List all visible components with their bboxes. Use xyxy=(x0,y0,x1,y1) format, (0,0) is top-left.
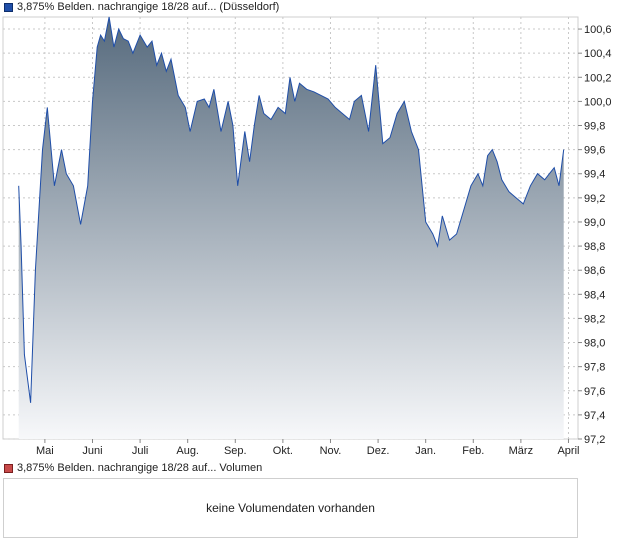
price-area xyxy=(18,17,564,439)
price-legend: 3,875% Belden. nachrangige 18/28 auf... … xyxy=(4,0,279,14)
volume-empty-message: keine Volumendaten vorhanden xyxy=(206,501,375,515)
y-tick-label: 98,2 xyxy=(584,313,605,325)
y-tick-label: 98,8 xyxy=(584,241,605,253)
y-axis-ticks: 100,6 100,4 100,2 100,0 99,8 99,6 99,4 99,2 99,0… xyxy=(578,24,612,446)
x-tick-label: Nov. xyxy=(320,445,342,457)
volume-legend-swatch xyxy=(4,463,13,473)
y-tick-label: 97,6 xyxy=(584,386,605,398)
y-tick-label: 99,4 xyxy=(584,169,605,181)
x-tick-label: Jan. xyxy=(415,445,436,457)
y-tick-label: 97,8 xyxy=(584,362,605,374)
y-tick-label: 100,2 xyxy=(584,72,612,84)
price-line xyxy=(18,16,565,403)
y-tick-label: 98,4 xyxy=(584,289,605,301)
y-tick-label: 99,6 xyxy=(584,145,605,157)
y-tick-label: 100,4 xyxy=(584,48,612,60)
price-legend-label: 3,875% Belden. nachrangige 18/28 auf... … xyxy=(17,1,280,13)
x-tick-label: Mai xyxy=(36,445,54,457)
x-tick-label: Dez. xyxy=(367,445,390,457)
y-tick-label: 98,0 xyxy=(584,338,605,350)
volume-legend-label: 3,875% Belden. nachrangige 18/28 auf... … xyxy=(17,462,263,474)
x-tick-label: Aug. xyxy=(176,445,199,457)
y-tick-label: 99,2 xyxy=(584,193,605,205)
y-tick-label: 97,2 xyxy=(584,434,605,446)
volume-legend: 3,875% Belden. nachrangige 18/28 auf... … xyxy=(4,461,262,475)
x-axis-ticks: Mai Juni Juli Aug. Sep. Okt. Nov. Dez. Jan. Feb. M… xyxy=(36,439,579,457)
x-tick-label: Sep. xyxy=(224,445,247,457)
y-tick-label: 100,0 xyxy=(584,96,612,108)
y-tick-label: 99,8 xyxy=(584,121,605,133)
x-tick-label: März xyxy=(509,445,533,457)
price-legend-swatch xyxy=(4,2,13,12)
y-tick-label: 97,4 xyxy=(584,410,605,422)
volume-panel: keine Volumendaten vorhanden xyxy=(3,478,578,538)
y-tick-label: 99,0 xyxy=(584,217,605,229)
price-chart: 100,6 100,4 100,2 100,0 99,8 99,6 99,4 99,2 99,0… xyxy=(2,16,612,457)
x-tick-label: Okt. xyxy=(273,445,293,457)
y-tick-label: 100,6 xyxy=(584,24,612,36)
x-tick-label: April xyxy=(557,445,579,457)
x-tick-label: Feb. xyxy=(462,445,484,457)
x-tick-label: Juli xyxy=(132,445,149,457)
y-tick-label: 98,6 xyxy=(584,265,605,277)
x-tick-label: Juni xyxy=(82,445,102,457)
